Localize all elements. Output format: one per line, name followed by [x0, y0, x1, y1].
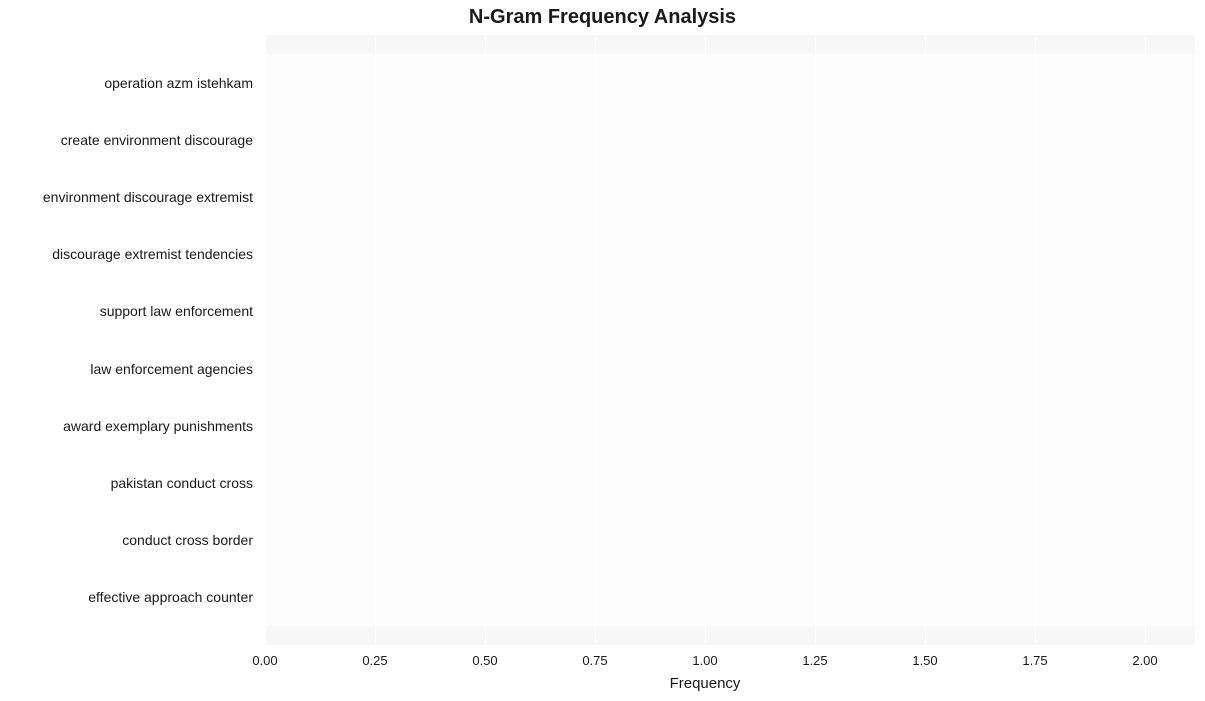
grid-band — [265, 283, 1195, 340]
gridline — [1035, 35, 1036, 645]
plot-area — [265, 35, 1195, 645]
x-tick-label: 0.75 — [582, 653, 607, 668]
grid-band — [265, 111, 1195, 168]
grid-band — [265, 397, 1195, 454]
y-tick-label: pakistan conduct cross — [0, 475, 253, 491]
x-tick-label: 0.25 — [362, 653, 387, 668]
y-tick-label: law enforcement agencies — [0, 361, 253, 377]
gridline — [265, 35, 266, 645]
y-tick-label: conduct cross border — [0, 532, 253, 548]
y-tick-label: effective approach counter — [0, 589, 253, 605]
gridline — [595, 35, 596, 645]
y-tick-label: operation azm istehkam — [0, 75, 253, 91]
grid-band — [265, 340, 1195, 397]
chart-title: N-Gram Frequency Analysis — [0, 6, 1205, 29]
x-tick-label: 0.50 — [472, 653, 497, 668]
gridline — [815, 35, 816, 645]
x-tick-label: 1.50 — [912, 653, 937, 668]
y-tick-label: discourage extremist tendencies — [0, 246, 253, 262]
chart-container: N-Gram Frequency Analysis operation azm … — [0, 0, 1205, 701]
y-tick-label: environment discourage extremist — [0, 189, 253, 205]
y-tick-label: create environment discourage — [0, 132, 253, 148]
grid-band — [265, 569, 1195, 626]
grid-band — [265, 512, 1195, 569]
gridline — [375, 35, 376, 645]
y-tick-label: award exemplary punishments — [0, 418, 253, 434]
x-tick-label: 0.00 — [252, 653, 277, 668]
x-axis-label: Frequency — [670, 675, 741, 692]
gridline — [1145, 35, 1146, 645]
x-tick-label: 1.00 — [692, 653, 717, 668]
gridline — [485, 35, 486, 645]
y-axis-labels: operation azm istehkam create environment… — [0, 35, 259, 645]
grid-band — [265, 54, 1195, 111]
grid-band — [265, 168, 1195, 225]
grid-band — [265, 226, 1195, 283]
y-tick-label: support law enforcement — [0, 303, 253, 319]
x-tick-label: 1.25 — [802, 653, 827, 668]
x-tick-label: 1.75 — [1022, 653, 1047, 668]
grid-band — [265, 454, 1195, 511]
gridline — [925, 35, 926, 645]
x-tick-label: 2.00 — [1132, 653, 1157, 668]
gridline — [705, 35, 706, 645]
